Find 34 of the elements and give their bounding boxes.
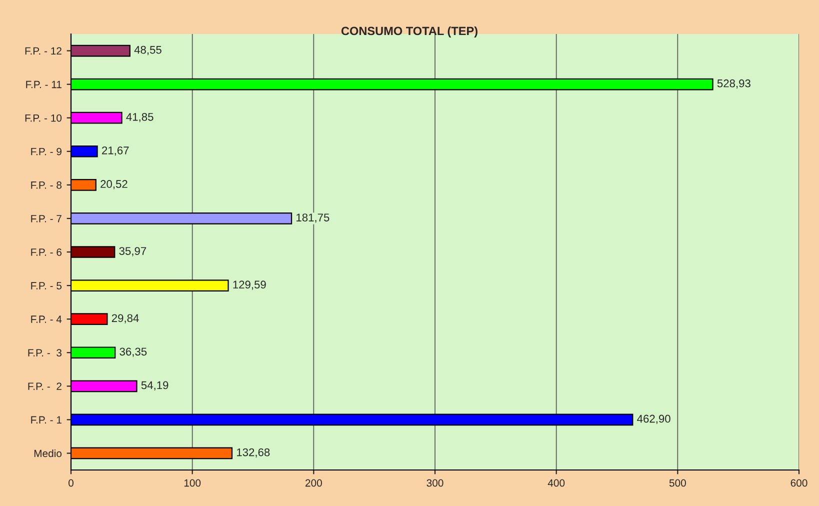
y-tick-label: F.P. - 9: [31, 148, 62, 156]
data-label: 54,19: [141, 381, 168, 390]
data-label: 132,68: [237, 448, 270, 458]
x-tick-label: 600: [790, 479, 808, 487]
data-label: 36,35: [120, 348, 147, 357]
data-label: 462,90: [637, 414, 670, 424]
data-label: 41,85: [126, 112, 154, 122]
x-tick-label: 300: [426, 479, 444, 487]
y-tick-label: F.P. - 6: [31, 248, 62, 256]
x-tick-label: 100: [184, 479, 201, 487]
y-tick-label: F.P. - 4: [31, 316, 62, 323]
y-tick-label: F.P. - 7: [31, 215, 62, 222]
y-tick-label: F.P. - 11: [26, 80, 62, 88]
y-tick-label: F.P. - 2: [28, 382, 62, 390]
data-label: 35,97: [119, 247, 146, 256]
y-tick-label: F.P. - 1: [31, 416, 62, 424]
data-label: 48,55: [134, 46, 162, 56]
y-tick-label: F.P. - 5: [31, 282, 62, 290]
x-tick-label: 0: [68, 479, 74, 487]
data-label: 129,59: [233, 280, 266, 290]
x-tick-label: 200: [306, 479, 322, 487]
data-label: 528,93: [717, 79, 750, 89]
x-tick-label: 400: [548, 479, 565, 487]
data-label: 20,52: [100, 180, 128, 190]
y-tick-label: F.P. - 3: [28, 349, 62, 356]
data-label: 29,84: [112, 314, 139, 324]
data-label: 181,75: [296, 214, 330, 223]
y-tick-label: F.P. - 12: [25, 47, 62, 55]
y-tick-label: F.P. - 10: [25, 114, 62, 122]
chart-title: CONSUMO TOTAL (TEP): [341, 26, 478, 38]
data-label: 21,67: [102, 146, 129, 156]
y-tick-label: F.P. - 8: [31, 181, 62, 189]
x-tick-label: 500: [669, 479, 686, 487]
y-tick-label: Medio: [34, 449, 62, 458]
